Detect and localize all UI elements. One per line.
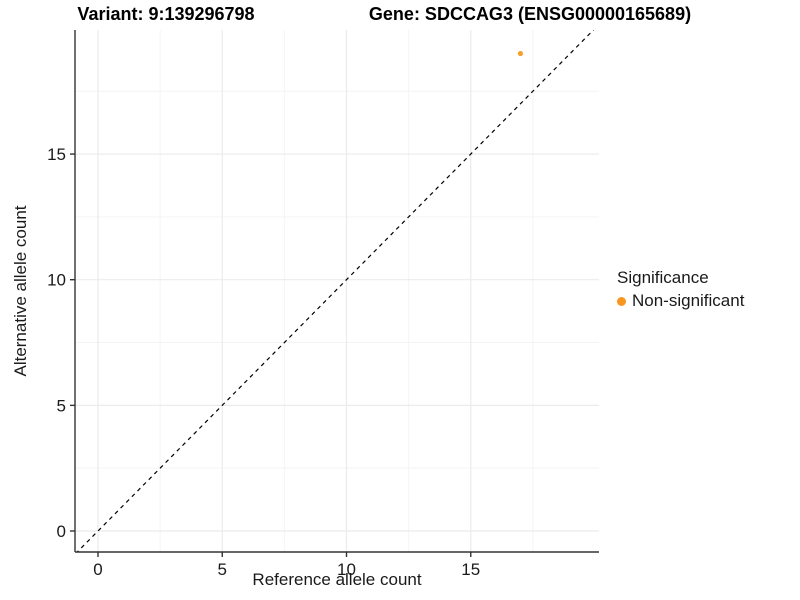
identity-line [76, 30, 595, 552]
x-axis-title: Reference allele count [252, 570, 422, 589]
y-tick-label: 5 [57, 396, 66, 415]
variant-title: Variant: 9:139296798 [77, 4, 255, 24]
x-tick-label: 10 [337, 560, 356, 579]
x-tick-label: 15 [461, 560, 480, 579]
legend: Significance Non-significant [617, 268, 744, 311]
y-tick-label: 10 [47, 271, 66, 290]
y-axis-title: Alternative allele count [11, 205, 30, 377]
legend-entry: Non-significant [617, 291, 744, 311]
x-tick-label: 5 [218, 560, 227, 579]
data-point [517, 50, 524, 57]
legend-title: Significance [617, 268, 709, 287]
legend-entry-label: Non-significant [632, 291, 745, 310]
legend-point-icon [617, 296, 626, 306]
gene-title: Gene: SDCCAG3 (ENSG00000165689) [368, 4, 692, 24]
x-tick-label: 0 [93, 560, 102, 579]
y-tick-label: 15 [47, 145, 66, 164]
y-tick-label: 0 [57, 522, 66, 541]
